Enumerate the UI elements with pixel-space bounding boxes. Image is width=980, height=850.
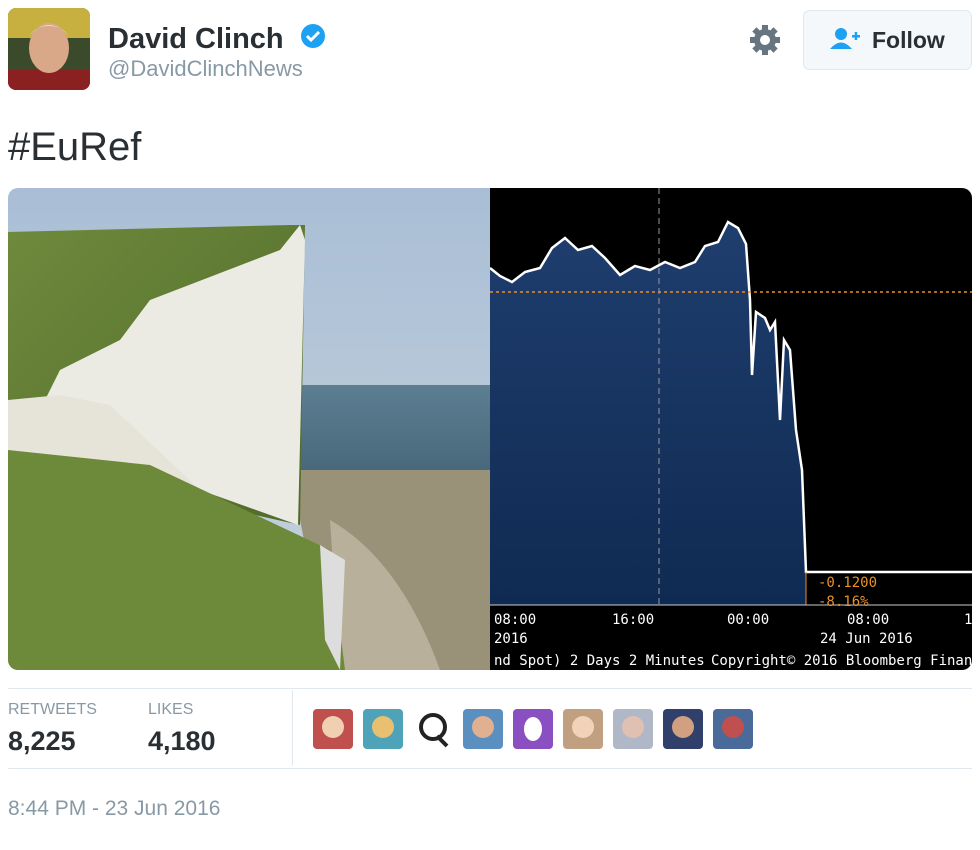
tweet-media[interactable]: 08:00 16:00 00:00 08:00 1 2016 24 Jun 2016 nd S… (8, 188, 980, 670)
price-chart: 08:00 16:00 00:00 08:00 1 2016 24 Jun 2016 nd S… (490, 188, 980, 669)
chart-change: -8.16% (818, 594, 869, 610)
liker-avatar-face (372, 716, 394, 738)
liker-avatar-face (722, 716, 744, 738)
chart-tick-label: 16:00 (612, 612, 654, 628)
chart-tick-label: 00:00 (727, 612, 769, 628)
liker-avatar[interactable] (363, 709, 403, 749)
avatar[interactable] (8, 8, 90, 90)
liker-avatar-face (572, 716, 594, 738)
chart-tick-label: 08:00 (494, 612, 536, 628)
liker-avatar[interactable] (613, 709, 653, 749)
liker-avatar[interactable] (713, 709, 753, 749)
retweets-label[interactable]: RETWEETS (8, 701, 97, 718)
follow-icon (830, 28, 860, 49)
follow-label[interactable]: Follow (872, 27, 945, 53)
liker-avatar-face (472, 716, 494, 738)
settings-icon[interactable] (750, 25, 780, 55)
chart-footer: Copyright© 2016 Bloomberg Financ (711, 653, 980, 669)
liker-avatar[interactable] (563, 709, 603, 749)
chart-date-label: 2016 (494, 631, 528, 647)
liker-avatar-egg (524, 717, 542, 741)
chart-tick-label: 1 (964, 612, 972, 628)
chart-footer: nd Spot) 2 Days 2 Minutes (494, 653, 705, 669)
liker-avatar[interactable] (413, 709, 453, 749)
chart-price: -0.1200 (818, 575, 877, 591)
verified-badge (301, 24, 325, 48)
liker-avatar-face (672, 716, 694, 738)
follow-button[interactable]: Follow (803, 10, 972, 70)
retweets-count[interactable]: 8,225 (8, 726, 76, 756)
liker-avatar[interactable] (313, 709, 353, 749)
liker-avatars (313, 709, 753, 749)
likes-label[interactable]: LIKES (148, 701, 193, 718)
chart-tick-label: 08:00 (847, 612, 889, 628)
liker-avatar-face (622, 716, 644, 738)
liker-avatar[interactable] (663, 709, 703, 749)
likes-count[interactable]: 4,180 (148, 726, 216, 756)
chart-date-label: 24 Jun 2016 (820, 631, 913, 647)
liker-avatar-face (322, 716, 344, 738)
tweet-text: #EuRef (8, 125, 142, 169)
display-name[interactable]: David Clinch (108, 23, 284, 55)
timestamp[interactable]: 8:44 PM - 23 Jun 2016 (8, 797, 220, 820)
liker-avatar[interactable] (513, 709, 553, 749)
handle[interactable]: @DavidClinchNews (108, 56, 303, 81)
liker-avatar-logo (419, 713, 447, 741)
liker-avatar[interactable] (463, 709, 503, 749)
liker-avatar-logo (435, 734, 449, 748)
